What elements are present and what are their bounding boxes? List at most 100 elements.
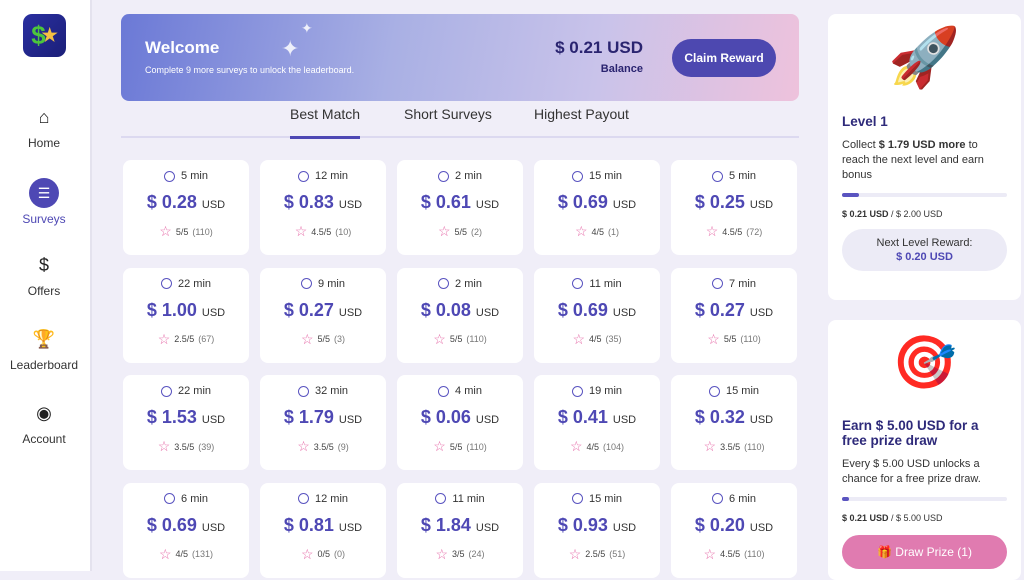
survey-rating: 3.5/5 bbox=[720, 441, 741, 452]
offers-icon: $ bbox=[38, 254, 49, 275]
survey-duration: 19 min bbox=[588, 385, 623, 397]
survey-card[interactable]: 11 min $ 1.84 USD ☆ 3/5 (24) bbox=[397, 482, 523, 578]
survey-card[interactable]: 6 min $ 0.20 USD ☆ 4.5/5 (110) bbox=[671, 482, 797, 578]
survey-duration: 12 min bbox=[314, 492, 349, 505]
claim-reward-button[interactable]: Claim Reward bbox=[672, 39, 776, 77]
survey-duration: 11 min bbox=[452, 492, 485, 505]
survey-card[interactable]: 15 min $ 0.69 USD ☆ 4/5 (1) bbox=[534, 160, 660, 255]
survey-rating-count: (110) bbox=[466, 441, 487, 452]
account-icon: ◉ bbox=[36, 402, 52, 423]
survey-reward: $ 0.27 bbox=[283, 299, 334, 320]
banner-subtitle: Complete 9 more surveys to unlock the le… bbox=[145, 65, 355, 75]
survey-currency: USD bbox=[749, 306, 774, 319]
survey-reward: $ 0.69 bbox=[146, 514, 197, 535]
survey-reward: $ 0.25 bbox=[694, 192, 745, 212]
tab-highest-payout[interactable]: Highest Payout bbox=[534, 106, 629, 122]
banner-title: Welcome bbox=[145, 38, 220, 57]
survey-rating: 4/5 bbox=[591, 226, 605, 237]
sidebar-item-offers[interactable]: $ Offers bbox=[0, 252, 88, 299]
star-icon: ☆ bbox=[157, 330, 171, 347]
survey-card[interactable]: 32 min $ 1.79 USD ☆ 3.5/5 (9) bbox=[260, 375, 386, 470]
clock-icon bbox=[438, 278, 450, 289]
survey-rating-count: (10) bbox=[335, 226, 352, 237]
survey-rating: 0/5 bbox=[317, 549, 331, 559]
star-icon: ☆ bbox=[300, 330, 314, 347]
survey-reward: $ 0.08 bbox=[420, 299, 471, 320]
survey-reward: $ 0.93 bbox=[557, 514, 608, 535]
prize-draw-card: 🎯 Earn $ 5.00 USD for a free prize draw … bbox=[828, 320, 1021, 580]
balance-label: Balance bbox=[600, 63, 643, 75]
star-icon: ☆ bbox=[297, 438, 310, 454]
survey-reward: $ 1.00 bbox=[146, 299, 197, 320]
survey-card[interactable]: 15 min $ 0.32 USD ☆ 3.5/5 (110) bbox=[671, 375, 797, 470]
survey-card[interactable]: 11 min $ 0.69 USD ☆ 4/5 (35) bbox=[534, 267, 660, 363]
survey-rating: 3.5/5 bbox=[313, 441, 334, 452]
survey-card[interactable]: 19 min $ 0.41 USD ☆ 4/5 (104) bbox=[534, 375, 660, 470]
survey-card[interactable]: 22 min $ 1.00 USD ☆ 2.5/5 (67) bbox=[123, 267, 249, 363]
survey-rating: 5/5 bbox=[723, 334, 737, 344]
balance-value: $ 0.21 USD bbox=[555, 38, 643, 57]
survey-card[interactable]: 9 min $ 0.27 USD ☆ 5/5 (3) bbox=[260, 267, 386, 363]
star-icon: ☆ bbox=[433, 330, 446, 347]
survey-card[interactable]: 12 min $ 0.83 USD ☆ 4.5/5 (10) bbox=[260, 160, 386, 255]
tab-best-match[interactable]: Best Match bbox=[290, 106, 361, 139]
level-progress-bar bbox=[842, 193, 1007, 197]
survey-duration: 6 min bbox=[181, 492, 208, 505]
rocket-icon: 🚀 bbox=[888, 25, 961, 90]
star-icon: ☆ bbox=[435, 545, 449, 562]
survey-rating-count: (72) bbox=[746, 226, 763, 237]
clock-icon bbox=[571, 385, 583, 397]
survey-rating-count: (110) bbox=[192, 226, 213, 237]
survey-duration: 4 min bbox=[455, 385, 482, 397]
survey-duration: 15 min bbox=[588, 492, 623, 505]
survey-duration: 5 min bbox=[729, 170, 756, 182]
survey-currency: USD bbox=[475, 306, 500, 319]
survey-card[interactable]: 2 min $ 0.61 USD ☆ 5/5 (2) bbox=[397, 160, 523, 255]
survey-duration: 9 min bbox=[318, 277, 345, 290]
survey-rating-count: (51) bbox=[609, 549, 626, 559]
survey-rating-count: (110) bbox=[744, 441, 765, 452]
star-icon: ☆ bbox=[568, 545, 582, 562]
survey-card[interactable]: 5 min $ 0.25 USD ☆ 4.5/5 (72) bbox=[671, 160, 797, 255]
survey-duration: 12 min bbox=[314, 170, 349, 182]
survey-rating-count: (39) bbox=[198, 441, 215, 452]
survey-card[interactable]: 5 min $ 0.28 USD ☆ 5/5 (110) bbox=[123, 160, 249, 255]
survey-currency: USD bbox=[475, 414, 500, 426]
prize-progress-bar bbox=[842, 497, 1007, 501]
app-logo[interactable]: $ ★ bbox=[23, 14, 66, 57]
survey-duration: 11 min bbox=[589, 277, 622, 290]
sidebar-item-leaderboard[interactable]: 🏆 Leaderboard bbox=[0, 326, 88, 373]
survey-currency: USD bbox=[612, 199, 637, 211]
survey-rating-count: (1) bbox=[608, 226, 620, 237]
survey-card[interactable]: 4 min $ 0.06 USD ☆ 5/5 (110) bbox=[397, 375, 523, 470]
clock-icon bbox=[297, 170, 309, 182]
clock-icon bbox=[712, 170, 724, 182]
survey-card[interactable]: 2 min $ 0.08 USD ☆ 5/5 (110) bbox=[397, 267, 523, 363]
survey-reward: $ 0.61 bbox=[420, 192, 471, 212]
clock-icon bbox=[438, 385, 450, 397]
survey-reward: $ 0.20 bbox=[694, 514, 745, 535]
clock-icon bbox=[160, 278, 172, 289]
survey-rating: 5/5 bbox=[449, 334, 463, 344]
survey-card[interactable]: 12 min $ 0.81 USD ☆ 0/5 (0) bbox=[260, 482, 386, 578]
survey-currency: USD bbox=[201, 414, 226, 426]
sidebar-item-home[interactable]: ⌂ Home bbox=[0, 104, 88, 151]
survey-card[interactable]: 15 min $ 0.93 USD ☆ 2.5/5 (51) bbox=[534, 482, 660, 578]
survey-currency: USD bbox=[338, 306, 363, 319]
survey-card[interactable]: 7 min $ 0.27 USD ☆ 5/5 (110) bbox=[671, 267, 797, 363]
clock-icon bbox=[435, 493, 447, 504]
survey-card[interactable]: 6 min $ 0.69 USD ☆ 4/5 (131) bbox=[123, 482, 249, 578]
survey-reward: $ 0.81 bbox=[283, 514, 334, 535]
sidebar-item-surveys[interactable]: ☰ Surveys bbox=[0, 178, 88, 226]
clock-icon bbox=[572, 278, 584, 289]
survey-reward: $ 0.28 bbox=[146, 192, 197, 212]
sidebar-item-label: Offers bbox=[27, 284, 61, 298]
survey-rating-count: (2) bbox=[471, 226, 483, 237]
star-icon: ☆ bbox=[703, 545, 717, 562]
sidebar-item-account[interactable]: ◉ Account bbox=[0, 400, 88, 447]
survey-currency: USD bbox=[612, 306, 637, 319]
draw-prize-button[interactable]: 🎁 Draw Prize (1) bbox=[842, 535, 1007, 569]
tab-short-surveys[interactable]: Short Surveys bbox=[404, 106, 492, 122]
star-icon: ☆ bbox=[574, 223, 588, 239]
survey-card[interactable]: 22 min $ 1.53 USD ☆ 3.5/5 (39) bbox=[123, 375, 249, 470]
